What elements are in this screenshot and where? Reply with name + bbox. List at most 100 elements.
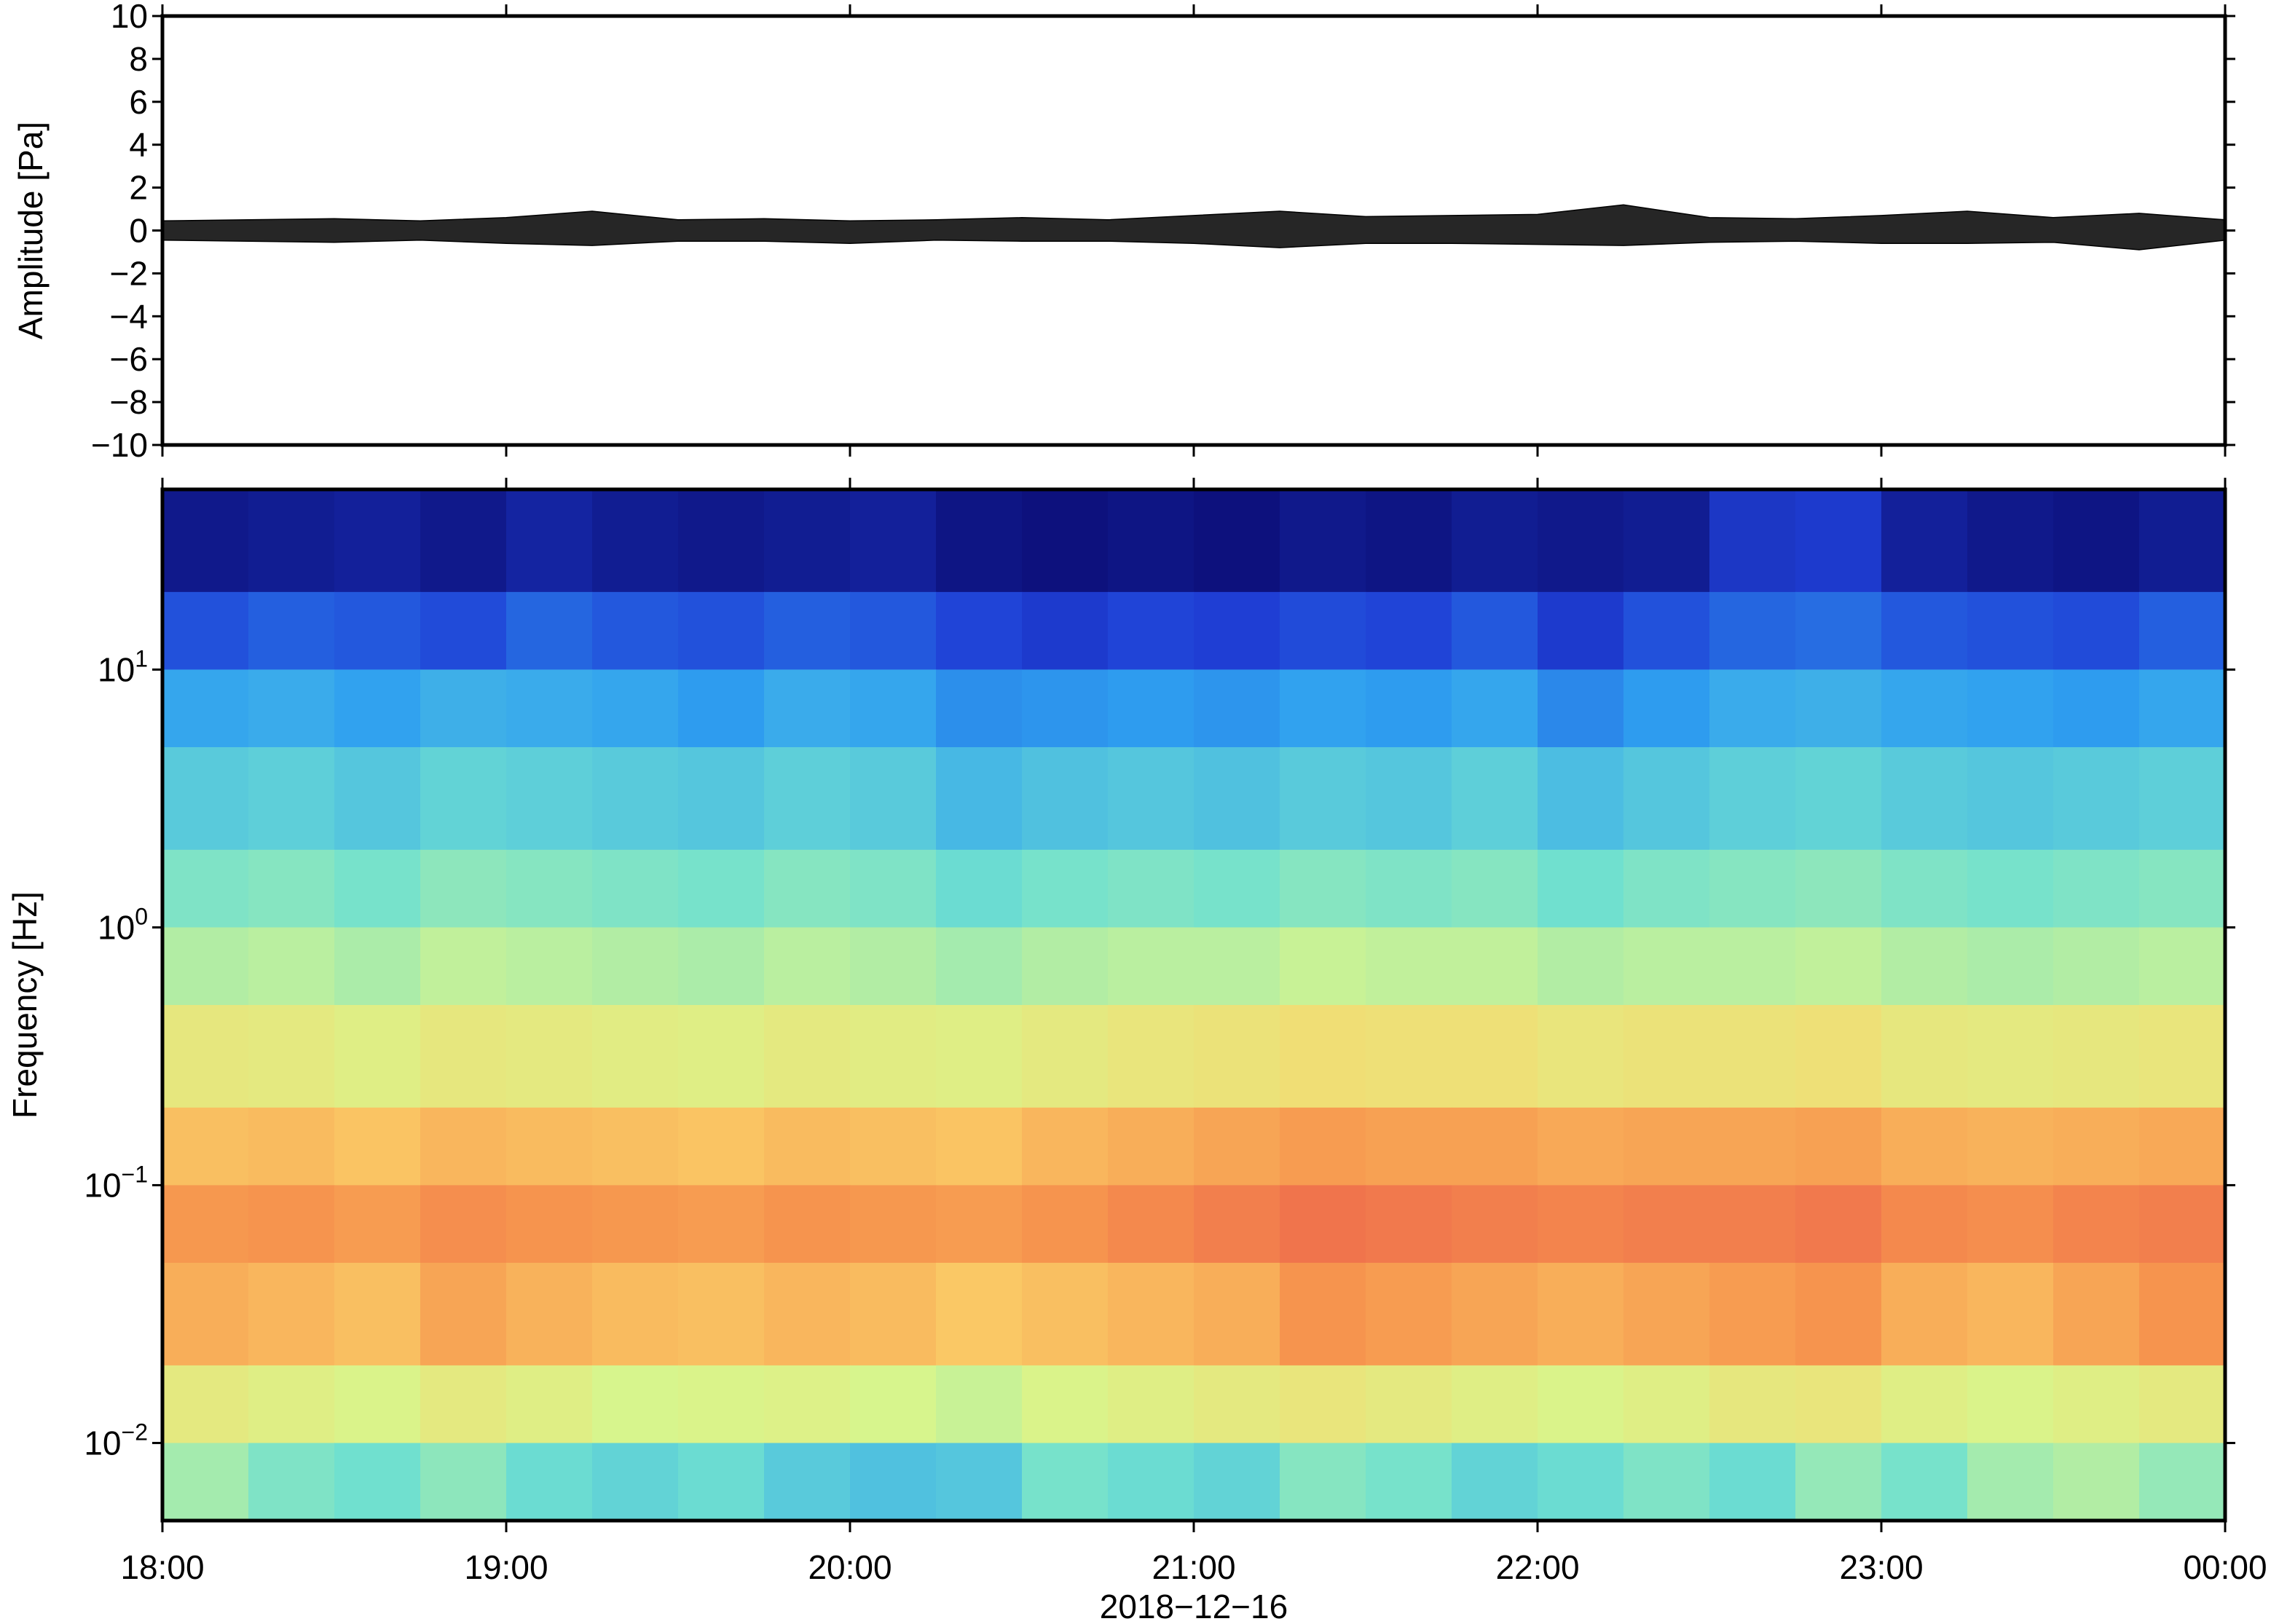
spectrogram-cell bbox=[592, 849, 679, 929]
spectrogram-cell bbox=[1366, 1365, 1452, 1444]
x-tick-label: 23:00 bbox=[1839, 1548, 1923, 1586]
spectrogram-cell bbox=[1795, 1365, 1882, 1444]
spectrogram-cell bbox=[1538, 489, 1624, 593]
spectrogram-cell bbox=[1967, 747, 2054, 851]
spectrogram-cell bbox=[1538, 1365, 1624, 1444]
spectrogram-cell bbox=[2053, 1107, 2140, 1186]
spectrogram-cell bbox=[936, 669, 1023, 748]
spectrogram-cell bbox=[678, 1185, 765, 1264]
spectrogram-cell bbox=[850, 1185, 937, 1264]
spectrogram-cell bbox=[1452, 747, 1538, 851]
spectrogram-cell bbox=[1967, 849, 2054, 929]
spectrogram-cell bbox=[850, 1365, 937, 1444]
y-tick-label: −6 bbox=[110, 340, 148, 378]
spectrogram-cell bbox=[1452, 1263, 1538, 1366]
spectrogram-cell bbox=[764, 747, 851, 851]
spectrogram-cell bbox=[248, 747, 335, 851]
x-tick-label: 00:00 bbox=[2183, 1548, 2267, 1586]
spectrogram-cell bbox=[248, 669, 335, 748]
spectrogram-cell bbox=[936, 1443, 1023, 1521]
spectrogram-cell bbox=[1194, 669, 1280, 748]
spectrogram-cell bbox=[678, 747, 765, 851]
spectrogram-cell bbox=[506, 927, 593, 1006]
spectrogram-cell bbox=[1366, 489, 1452, 593]
spectrogram-cell bbox=[506, 849, 593, 929]
spectrogram-cell bbox=[420, 489, 507, 593]
y-tick-label: −8 bbox=[110, 383, 148, 421]
y-tick-exponent: 1 bbox=[135, 645, 148, 671]
spectrogram-cell bbox=[1709, 1107, 1796, 1186]
spectrogram-cell bbox=[1366, 1185, 1452, 1264]
spectrogram-cell bbox=[1280, 1107, 1366, 1186]
spectrogram-cell bbox=[592, 1443, 679, 1521]
spectrogram-cell bbox=[1881, 1107, 1968, 1186]
spectrogram-cell bbox=[678, 591, 765, 671]
spectrogram-cell bbox=[2139, 927, 2226, 1006]
spectrogram-cell bbox=[1022, 489, 1109, 593]
spectrogram-cell bbox=[1022, 927, 1109, 1006]
spectrogram-cell bbox=[1108, 849, 1194, 929]
spectrogram-cell bbox=[1795, 1107, 1882, 1186]
spectrogram-cell bbox=[1967, 927, 2054, 1006]
spectrogram-cell bbox=[1709, 1005, 1796, 1108]
spectrogram-cell bbox=[334, 849, 421, 929]
spectrogram-cell bbox=[2139, 1005, 2226, 1108]
spectrogram-cell bbox=[334, 1365, 421, 1444]
spectrogram-cell bbox=[678, 489, 765, 593]
spectrogram-cell bbox=[1452, 927, 1538, 1006]
spectrogram-cell bbox=[1194, 1107, 1280, 1186]
spectrogram-cell bbox=[1881, 927, 1968, 1006]
spectrogram-cell bbox=[1194, 1005, 1280, 1108]
spectrogram-cell bbox=[162, 591, 249, 671]
spectrogram-cell bbox=[1538, 669, 1624, 748]
spectrogram-cell bbox=[1967, 1443, 2054, 1521]
spectrogram-cell bbox=[1366, 927, 1452, 1006]
spectrogram-cell bbox=[1709, 489, 1796, 593]
x-tick-label: 21:00 bbox=[1152, 1548, 1235, 1586]
spectrogram-cell bbox=[1538, 747, 1624, 851]
spectrogram-cell bbox=[1452, 591, 1538, 671]
spectrogram-cell bbox=[936, 1365, 1023, 1444]
spectrogram-cell bbox=[248, 1185, 335, 1264]
spectrogram-cell bbox=[2139, 1185, 2226, 1264]
spectrogram-cell bbox=[1881, 1365, 1968, 1444]
spectrogram-cell bbox=[1795, 1185, 1882, 1264]
y-tick-label: 10 bbox=[111, 0, 148, 35]
x-axis-title: 2018−12−16 bbox=[1100, 1588, 1288, 1624]
spectrogram-cell bbox=[1795, 1263, 1882, 1366]
spectrogram-cell bbox=[1709, 1185, 1796, 1264]
spectrogram-cell bbox=[420, 1443, 507, 1521]
spectrogram-cell bbox=[248, 1365, 335, 1444]
spectrogram-cell bbox=[334, 1263, 421, 1366]
spectrogram-cell bbox=[1452, 849, 1538, 929]
spectrogram-cell bbox=[2053, 1263, 2140, 1366]
spectrogram-cell bbox=[850, 591, 937, 671]
spectrogram-cell bbox=[1709, 1365, 1796, 1444]
spectrogram-cell bbox=[2053, 1185, 2140, 1264]
spectrogram-cell bbox=[592, 1185, 679, 1264]
spectrogram-cell bbox=[1452, 1365, 1538, 1444]
spectrogram-cell bbox=[1194, 747, 1280, 851]
spectrogram-cell bbox=[1623, 489, 1710, 593]
spectrogram-cell bbox=[1967, 1263, 2054, 1366]
spectrogram-cell bbox=[334, 747, 421, 851]
x-tick-label: 18:00 bbox=[120, 1548, 204, 1586]
spectrogram-cell bbox=[1194, 1263, 1280, 1366]
spectrogram-cell bbox=[1280, 1263, 1366, 1366]
spectrogram-cell bbox=[764, 1365, 851, 1444]
spectrogram-cell bbox=[1623, 1263, 1710, 1366]
spectrogram-cell bbox=[678, 1365, 765, 1444]
spectrogram-cell bbox=[1108, 1005, 1194, 1108]
spectrogram-cell bbox=[506, 1107, 593, 1186]
y-tick-label: 8 bbox=[129, 40, 148, 78]
spectrogram-cell bbox=[248, 1443, 335, 1521]
spectrogram-cell bbox=[1194, 489, 1280, 593]
spectrogram-cell bbox=[2139, 591, 2226, 671]
spectrogram-cell bbox=[162, 1443, 249, 1521]
spectrogram-cell bbox=[592, 591, 679, 671]
spectrogram-cell bbox=[1881, 669, 1968, 748]
y-tick-exponent: 0 bbox=[135, 903, 148, 929]
spectrogram-cell bbox=[1623, 747, 1710, 851]
spectrogram-cell bbox=[2053, 489, 2140, 593]
spectrogram-cell bbox=[162, 1107, 249, 1186]
